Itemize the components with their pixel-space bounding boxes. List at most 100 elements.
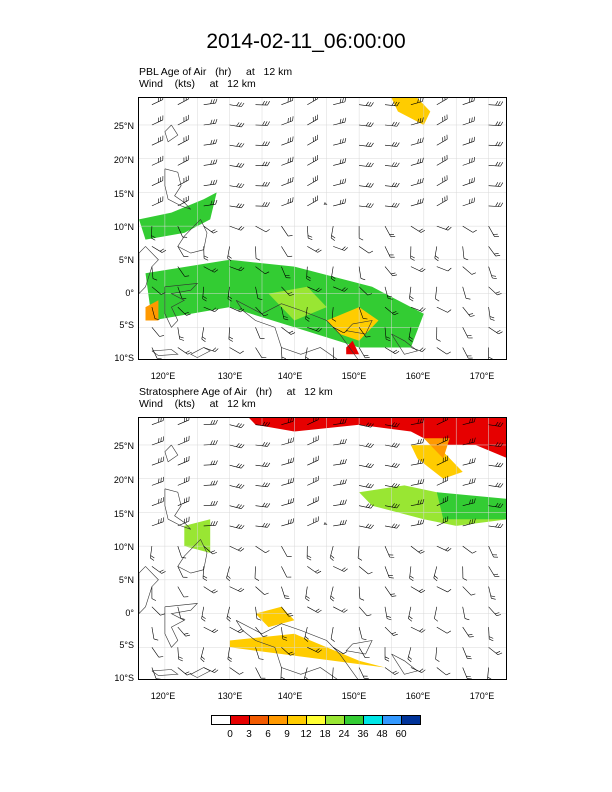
wind-barb [281,545,292,557]
wind-barb [357,546,363,561]
wind-barb [307,606,322,613]
wind-barb [410,198,424,207]
wind-barb [333,198,347,207]
panel-2-lon-tick: 140°E [277,691,303,701]
wind-barb [358,586,365,601]
wind-barb [229,306,245,313]
wind-barb [384,141,400,147]
panel-1-title: PBL Age of Air (hr) at 12 km Wind (kts) a… [139,66,292,90]
panel-2-map[interactable] [138,417,507,680]
wind-barb [151,566,166,574]
age-of-air-region [391,98,431,125]
colorbar-swatch [344,715,364,725]
wind-barb [177,546,187,559]
wind-barb [462,116,475,126]
wind-barb [203,667,219,673]
wind-barb [151,476,164,486]
wind-barb [462,586,476,596]
age-of-air-region [255,606,295,628]
wind-barb [410,137,424,146]
panel-1-lon-tick: 120°E [150,371,176,381]
coastline [164,124,179,143]
wind-barb [177,496,190,506]
wind-barb [203,347,219,352]
wind-barb [281,347,287,359]
wind-barb [384,483,400,488]
colorbar-label: 0 [227,729,233,740]
wind-barb [229,142,245,148]
wind-barb [202,566,208,581]
wind-barb [281,627,288,641]
wind-barb [409,286,414,302]
wind-barb [410,418,425,425]
wind-barb [488,141,504,147]
wind-barb [151,98,164,105]
colorbar-swatch [401,715,421,725]
colorbar-label: 3 [246,729,252,740]
wind-barb [307,175,319,186]
wind-barb [202,286,207,302]
colorbar-label: 48 [376,729,388,740]
wind-barb [488,566,500,577]
wind-barb [384,523,400,529]
wind-barb [384,266,398,277]
wind-barb [329,546,335,561]
wind-barb [436,266,452,272]
wind-barb [436,667,451,676]
wind-barb [384,182,400,188]
wind-barb [333,117,347,126]
wind-barb [255,246,261,261]
wind-barb [177,566,188,578]
wind-barb [358,327,371,338]
colorbar-label: 60 [395,729,407,740]
wind-barb [410,586,426,593]
wind-barb [358,266,366,281]
wind-barb [281,606,294,617]
wind-barb [436,195,448,207]
panel-1-lon-tick: 160°E [405,371,431,381]
wind-barb [255,347,267,358]
coastline [190,347,211,358]
wind-barb [333,438,347,446]
wind-barb [203,586,218,594]
wind-barb [488,421,504,427]
wind-barb [488,482,504,488]
wind-barb [229,162,245,168]
wind-barb [359,462,374,468]
wind-barb [281,307,289,321]
wind-barb [255,647,264,660]
panel-1-map-canvas [139,98,506,359]
wind-barb [203,199,218,207]
panel-1-map[interactable] [138,97,507,360]
coastline [177,219,208,254]
wind-barb [303,667,309,679]
wind-barb [462,498,476,506]
wind-barb [358,347,370,359]
panel-2-title-line2: Wind (kts) at 12 km [139,398,256,410]
wind-barb [229,524,245,530]
wind-barb [359,442,374,448]
wind-barb [384,327,391,342]
wind-barb [410,519,425,527]
wind-barb [331,307,337,322]
colorbar [211,715,421,727]
wind-barb [488,502,504,508]
wind-barb [177,175,189,186]
wind-barb [462,566,468,581]
wind-barb [281,176,294,186]
wind-barb [359,202,374,208]
wind-barb [255,121,270,126]
wind-barb [359,483,374,489]
wind-barb [488,462,504,468]
coastline [345,640,373,655]
wind-barb [228,327,234,342]
wind-barb [488,647,503,656]
wind-barb [384,347,400,354]
wind-barb [307,114,319,126]
wind-barb [384,667,399,675]
wind-barb [384,503,400,509]
wind-barb [462,136,475,146]
wind-barb [333,566,348,572]
wind-barb [488,586,496,600]
wind-barb [488,202,504,207]
